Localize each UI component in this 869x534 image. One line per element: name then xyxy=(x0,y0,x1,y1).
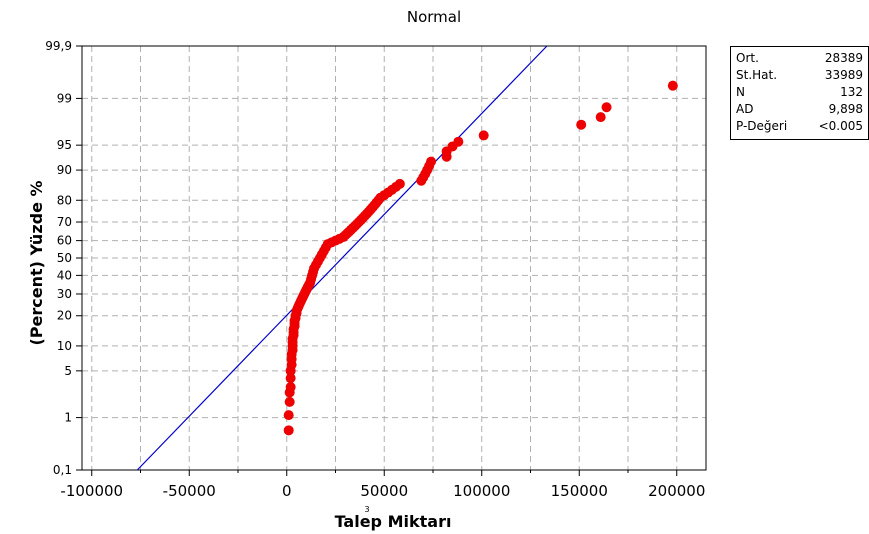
x-axis-title: Talep Miktarı xyxy=(335,512,452,531)
data-point xyxy=(284,396,295,407)
statistics-legend: Ort. 28389 St.Hat. 33989 N 132 AD 9,898 … xyxy=(730,46,869,140)
stat-label: P-Değeri xyxy=(736,119,788,133)
y-tick-label: 99 xyxy=(57,91,72,105)
y-tick-label: 1 xyxy=(64,411,72,425)
points-layer xyxy=(283,80,678,436)
data-point xyxy=(285,382,296,393)
stat-row-stdev: St.Hat. 33989 xyxy=(731,67,868,84)
stat-row-mean: Ort. 28389 xyxy=(731,50,868,67)
y-tick-layer: 0,1 1 5 10 20 30 40 50 60 70 80 90 95 99 99,9 xyxy=(45,39,82,477)
data-point xyxy=(283,410,294,421)
data-point xyxy=(601,102,612,113)
y-tick-label: 95 xyxy=(57,138,72,152)
stat-label: N xyxy=(736,85,745,99)
stat-value: 33989 xyxy=(824,68,863,82)
stat-label: AD xyxy=(736,102,754,116)
data-point xyxy=(394,178,405,189)
y-axis-title: (Percent) Yüzde % xyxy=(27,180,46,345)
stat-label: Ort. xyxy=(736,51,759,65)
data-point xyxy=(595,112,606,123)
chart-title: Normal xyxy=(407,8,461,26)
data-point xyxy=(426,156,437,167)
x-tick-label: 0 xyxy=(282,482,292,500)
x-tick-label: -50000 xyxy=(163,482,216,500)
data-point xyxy=(478,130,489,141)
y-tick-label: 60 xyxy=(57,234,72,248)
y-tick-label: 5 xyxy=(64,364,72,378)
y-tick-label: 80 xyxy=(57,193,72,207)
stat-row-n: N 132 xyxy=(731,84,868,101)
stat-value: 28389 xyxy=(824,51,863,65)
stat-value: 9,898 xyxy=(828,102,863,116)
y-tick-label: 10 xyxy=(57,339,72,353)
stat-value: <0.005 xyxy=(818,119,863,133)
data-point xyxy=(576,119,587,130)
y-tick-label: 30 xyxy=(57,287,72,301)
stat-row-p-value: P-Değeri <0.005 xyxy=(731,118,868,135)
x-tick-label: 200000 xyxy=(648,482,705,500)
stat-row-ad: AD 9,898 xyxy=(731,101,868,118)
x-tick-layer: -100000 -50000 0 50000 100000 150000 200000 xyxy=(60,470,705,500)
y-tick-label: 40 xyxy=(57,268,72,282)
stat-label: St.Hat. xyxy=(736,68,778,82)
x-tick-label: 100000 xyxy=(453,482,510,500)
x-tick-label: 150000 xyxy=(551,482,608,500)
y-tick-label: 0,1 xyxy=(53,463,72,477)
x-tick-label: 50000 xyxy=(360,482,408,500)
y-tick-label: 70 xyxy=(57,215,72,229)
x-tick-label: -100000 xyxy=(60,482,123,500)
data-point xyxy=(285,373,296,384)
stat-value: 132 xyxy=(840,85,863,99)
data-point xyxy=(453,136,464,147)
y-tick-label: 90 xyxy=(57,163,72,177)
data-point xyxy=(283,425,294,436)
y-tick-label: 50 xyxy=(57,251,72,265)
fit-line xyxy=(136,45,548,471)
data-point xyxy=(667,80,678,91)
x-scale-marker: 3 xyxy=(364,505,369,514)
y-tick-label: 99,9 xyxy=(45,39,72,53)
grid-layer xyxy=(82,46,706,470)
fit-layer xyxy=(136,45,548,471)
y-tick-label: 20 xyxy=(57,309,72,323)
